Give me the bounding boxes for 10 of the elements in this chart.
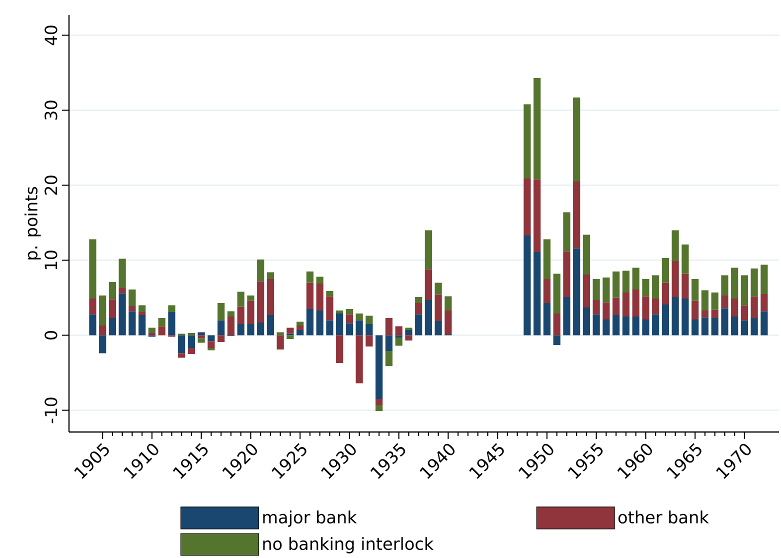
y-tick-label: 10 [44, 250, 58, 269]
y-axis-title: p. points [24, 186, 41, 260]
legend-label: no banking interlock [263, 536, 434, 554]
y-tick-label: 20 [44, 175, 58, 195]
y-tick-label: -10 [44, 397, 58, 423]
legend-label: major bank [263, 510, 357, 527]
y-tick-label: 0 [44, 330, 58, 340]
y-tick-label: 30 [44, 100, 58, 120]
legend-label: other bank [618, 510, 709, 524]
y-tick-label: 40 [44, 25, 58, 45]
